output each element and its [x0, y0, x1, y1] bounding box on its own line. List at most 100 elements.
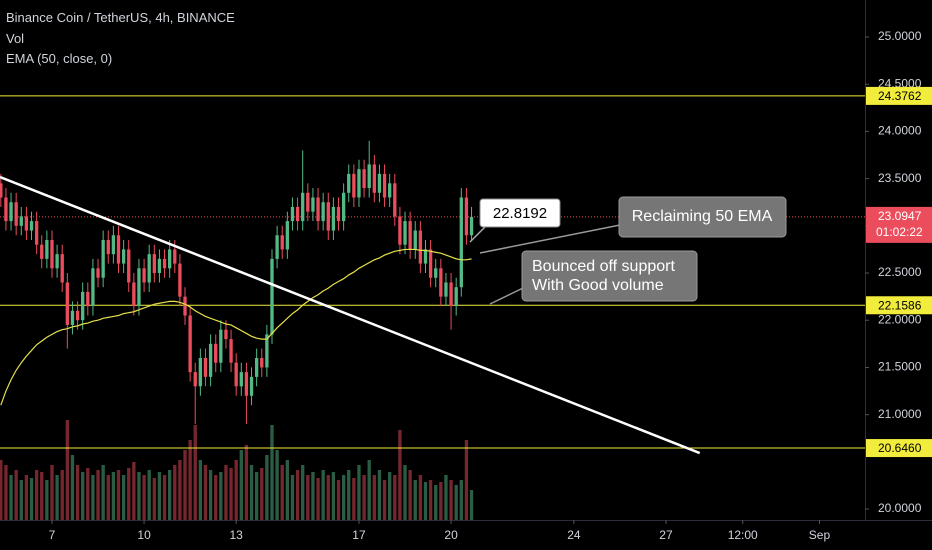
volume-bar: [224, 465, 228, 520]
candle-body: [398, 216, 402, 245]
volume-bar: [162, 475, 167, 520]
volume-bar: [393, 475, 397, 520]
candle-body: [280, 235, 284, 250]
candle-body: [265, 334, 269, 368]
level-label: 24.3762: [878, 89, 922, 103]
candle-body: [439, 268, 443, 297]
volume-bar: [434, 485, 438, 520]
candle-body: [275, 235, 279, 259]
candle-body: [382, 173, 387, 198]
candle-body: [168, 249, 172, 269]
candle-body: [224, 329, 228, 340]
candle-body: [137, 268, 141, 307]
volume-bar: [101, 465, 105, 520]
candle-body: [301, 192, 305, 222]
candle-body: [173, 249, 177, 264]
volume-bar: [254, 472, 259, 520]
candle-body: [19, 216, 23, 226]
candle-body: [188, 315, 192, 373]
candle-body: [316, 197, 320, 222]
volume-bar: [0, 460, 3, 520]
candle-body: [127, 249, 131, 283]
candle-body: [162, 258, 167, 269]
volume-bar: [106, 475, 110, 520]
volume-bar: [301, 465, 305, 520]
volume-bar: [311, 472, 315, 520]
volume-bar: [203, 465, 208, 520]
candle-body: [101, 239, 105, 278]
candle-body: [260, 357, 264, 368]
volume-bar: [265, 455, 269, 520]
volume-bar: [270, 425, 274, 520]
candle-body: [65, 282, 69, 325]
y-tick-label: 22.0000: [878, 312, 922, 326]
volume-bar: [19, 480, 23, 520]
volume-bar: [34, 470, 39, 520]
candle-body: [336, 206, 341, 222]
ema-note-arrow: [479, 224, 621, 254]
y-tick-label: 25.0000: [878, 29, 922, 43]
candle-body: [352, 173, 356, 198]
candle-body: [55, 254, 59, 269]
candle-body: [60, 254, 64, 283]
volume-bar: [362, 475, 366, 520]
candle-body: [469, 216, 474, 236]
volume-bar: [275, 450, 279, 520]
support-note-line: Bounced off support: [532, 258, 675, 275]
candle-body: [362, 169, 366, 189]
candle-body: [198, 357, 203, 387]
candle-body: [193, 372, 197, 387]
volume-bar: [382, 480, 387, 520]
volume-bar: [388, 472, 392, 520]
volume-bar: [449, 480, 453, 520]
candle-body: [183, 296, 187, 316]
ema-line: [0, 248, 472, 406]
volume-bar: [341, 475, 346, 520]
callout-pointer: [469, 224, 488, 243]
ema-label: EMA (50, close, 0): [6, 51, 112, 66]
candle-body: [152, 254, 156, 274]
candle-body: [29, 221, 34, 231]
callout-value: 22.8192: [493, 205, 547, 222]
volume-bar: [142, 475, 146, 520]
candle-body: [121, 249, 126, 264]
candle-body: [418, 230, 423, 264]
candle-body: [106, 239, 110, 255]
volume-bar: [157, 472, 162, 520]
support-note-arrow: [489, 287, 524, 305]
volume-bar: [229, 468, 233, 520]
candle-body: [14, 202, 18, 226]
volume-bar: [347, 470, 351, 520]
x-tick-label: 10: [137, 528, 151, 542]
volume-bar: [295, 470, 300, 520]
volume-bar: [168, 470, 172, 520]
volume-bar: [50, 465, 54, 520]
candle-body: [331, 206, 336, 231]
candle-body: [388, 183, 392, 198]
volume-bar: [214, 475, 218, 520]
volume-bar: [423, 482, 428, 520]
candle-body: [96, 268, 100, 278]
volume-bar: [127, 468, 131, 520]
x-tick-label: 13: [229, 528, 243, 542]
y-tick-label: 21.0000: [878, 407, 922, 421]
volume-bar: [40, 472, 44, 520]
ema-note-box: [618, 196, 787, 238]
candle-body: [403, 221, 407, 245]
candle-body: [244, 372, 249, 396]
volume-bar: [367, 460, 371, 520]
chart-title: Binance Coin / TetherUS, 4h, BINANCE: [6, 10, 235, 25]
volume-bar: [147, 470, 151, 520]
volume-bar: [70, 455, 75, 520]
x-tick-label: 20: [444, 528, 458, 542]
volume-bar: [352, 478, 356, 520]
volume-bar: [418, 475, 423, 520]
level-label: 20.6460: [878, 441, 922, 455]
volume-bar: [306, 475, 310, 520]
candle-body: [81, 291, 85, 321]
volume-bar: [183, 450, 187, 520]
candle-body: [444, 282, 448, 297]
volume-bar: [14, 470, 18, 520]
candle-body: [377, 173, 382, 193]
